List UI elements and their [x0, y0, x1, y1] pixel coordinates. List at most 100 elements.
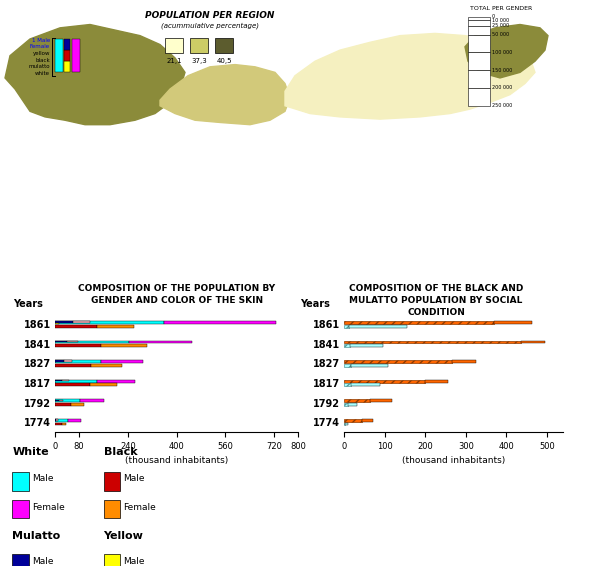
Text: 25 000: 25 000: [492, 23, 509, 28]
Bar: [55, 341, 128, 343]
Bar: [348, 403, 357, 406]
Text: TOTAL PER GENDER: TOTAL PER GENDER: [470, 6, 532, 10]
Bar: [351, 364, 387, 367]
Bar: [344, 360, 452, 363]
Bar: [68, 419, 80, 422]
Bar: [468, 88, 490, 106]
Bar: [468, 17, 490, 20]
Bar: [344, 423, 345, 426]
Bar: [104, 472, 121, 491]
Text: Years: Years: [13, 299, 43, 309]
Bar: [468, 20, 490, 26]
Polygon shape: [465, 25, 548, 78]
Bar: [344, 419, 362, 422]
Text: 100 000: 100 000: [492, 50, 512, 55]
Bar: [64, 360, 72, 362]
Bar: [104, 554, 121, 572]
Bar: [55, 423, 62, 426]
Bar: [215, 38, 233, 53]
Text: 250 000: 250 000: [492, 104, 512, 108]
Bar: [165, 38, 183, 53]
Text: 0: 0: [492, 14, 495, 19]
Text: Male: Male: [124, 474, 145, 483]
Bar: [55, 419, 56, 420]
Bar: [55, 323, 59, 324]
Bar: [104, 499, 121, 518]
Text: Yellow: Yellow: [104, 531, 143, 541]
Bar: [55, 321, 73, 323]
Text: GENDER AND COLOR OF THE SKIN: GENDER AND COLOR OF THE SKIN: [91, 296, 262, 305]
Bar: [344, 341, 521, 343]
Bar: [55, 325, 97, 328]
Bar: [495, 321, 532, 324]
Bar: [64, 39, 70, 50]
Bar: [128, 341, 191, 343]
Bar: [521, 341, 544, 343]
Bar: [55, 380, 97, 383]
Bar: [91, 364, 122, 367]
Bar: [59, 399, 63, 401]
Bar: [190, 38, 208, 53]
Bar: [90, 383, 117, 386]
Bar: [351, 383, 380, 386]
Bar: [101, 360, 143, 363]
Text: 21,1: 21,1: [166, 58, 182, 64]
Text: 10 000: 10 000: [492, 18, 509, 23]
Bar: [56, 419, 57, 420]
Bar: [55, 39, 63, 73]
Bar: [80, 399, 104, 402]
Bar: [55, 403, 71, 406]
Bar: [55, 380, 62, 382]
Text: 50 000: 50 000: [492, 32, 509, 37]
Polygon shape: [285, 33, 535, 119]
Bar: [12, 499, 29, 518]
Bar: [12, 554, 29, 572]
Bar: [344, 364, 351, 367]
Bar: [468, 52, 490, 70]
Bar: [64, 50, 70, 61]
Text: Male: Male: [32, 474, 54, 483]
Bar: [55, 383, 90, 386]
Bar: [344, 325, 349, 328]
X-axis label: (thousand inhabitants): (thousand inhabitants): [125, 456, 228, 465]
Text: Mulatto: Mulatto: [12, 531, 60, 541]
Bar: [425, 380, 448, 383]
Text: Female: Female: [124, 503, 156, 511]
Bar: [55, 341, 67, 343]
Text: Female: Female: [32, 503, 65, 511]
Text: COMPOSITION OF THE BLACK AND: COMPOSITION OF THE BLACK AND: [349, 284, 523, 293]
Bar: [62, 380, 69, 382]
X-axis label: (thousand inhabitants): (thousand inhabitants): [402, 456, 505, 465]
Text: White: White: [12, 447, 49, 456]
Text: 1 Male: 1 Male: [32, 38, 50, 42]
Bar: [344, 380, 425, 383]
Bar: [62, 423, 66, 426]
Text: 40,5: 40,5: [216, 58, 232, 64]
Bar: [55, 360, 64, 362]
Text: MULATTO POPULATION BY SOCIAL: MULATTO POPULATION BY SOCIAL: [350, 296, 523, 305]
Bar: [55, 321, 164, 324]
Bar: [345, 423, 348, 426]
Bar: [344, 399, 370, 402]
Text: Years: Years: [300, 299, 330, 309]
Text: POPULATION PER REGION: POPULATION PER REGION: [146, 11, 275, 20]
Text: Female: Female: [30, 44, 50, 49]
Bar: [452, 360, 476, 363]
Text: Black: Black: [104, 447, 137, 456]
Bar: [97, 325, 134, 328]
Bar: [71, 403, 84, 406]
Bar: [468, 26, 490, 34]
Bar: [55, 419, 68, 422]
Bar: [55, 360, 101, 363]
Bar: [344, 344, 350, 347]
Text: (acummulative percentage): (acummulative percentage): [161, 22, 259, 29]
Bar: [344, 383, 351, 386]
Text: COMPOSITION OF THE POPULATION BY: COMPOSITION OF THE POPULATION BY: [78, 284, 275, 293]
Bar: [73, 321, 90, 323]
Polygon shape: [5, 25, 185, 125]
Text: 200 000: 200 000: [492, 85, 512, 90]
Bar: [55, 364, 91, 367]
Bar: [370, 399, 392, 402]
Text: Male: Male: [32, 557, 54, 566]
Bar: [468, 34, 490, 52]
